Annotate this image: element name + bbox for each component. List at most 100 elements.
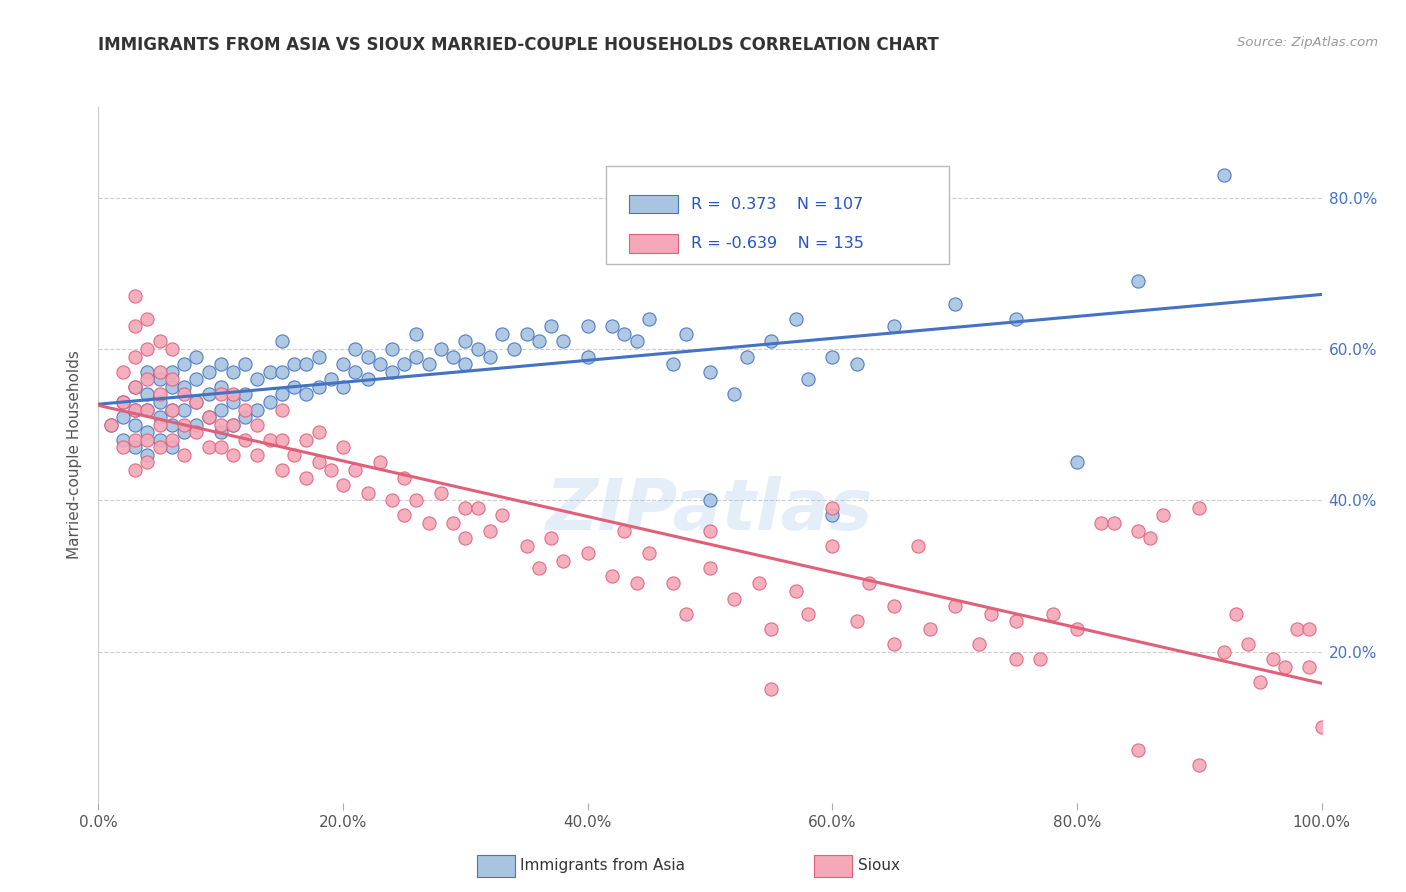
Point: [491, 508, 513, 523]
Point: [1188, 758, 1211, 772]
Point: [149, 433, 172, 447]
Point: [222, 417, 245, 432]
Point: [233, 357, 256, 371]
Point: [222, 448, 245, 462]
Point: [441, 350, 464, 364]
Point: [160, 372, 183, 386]
Point: [136, 433, 159, 447]
Point: [503, 342, 526, 356]
Point: [111, 433, 134, 447]
Point: [136, 342, 159, 356]
Point: [124, 380, 146, 394]
Point: [821, 508, 844, 523]
Point: [638, 546, 661, 560]
Point: [295, 387, 318, 401]
Point: [699, 524, 721, 538]
FancyBboxPatch shape: [630, 194, 678, 213]
Point: [515, 539, 537, 553]
Point: [149, 441, 172, 455]
Point: [1286, 622, 1309, 636]
Point: [723, 387, 745, 401]
Point: [980, 607, 1002, 621]
Point: [1004, 652, 1026, 666]
Point: [173, 448, 195, 462]
Text: Immigrants from Asia: Immigrants from Asia: [520, 858, 685, 872]
Point: [246, 448, 269, 462]
Point: [1212, 168, 1234, 182]
Point: [368, 455, 391, 469]
Point: [209, 357, 232, 371]
Point: [344, 463, 367, 477]
Point: [1004, 311, 1026, 326]
Point: [197, 410, 219, 425]
Point: [197, 410, 219, 425]
Point: [1225, 607, 1247, 621]
Point: [392, 508, 416, 523]
Point: [441, 516, 464, 530]
Point: [418, 357, 440, 371]
Point: [723, 591, 745, 606]
Point: [845, 357, 868, 371]
Point: [1188, 500, 1211, 515]
Point: [1261, 652, 1284, 666]
Point: [160, 441, 183, 455]
FancyBboxPatch shape: [606, 166, 949, 263]
Point: [626, 576, 648, 591]
Point: [111, 441, 134, 455]
Point: [821, 539, 844, 553]
Point: [356, 372, 378, 386]
Point: [149, 387, 172, 401]
Point: [173, 380, 195, 394]
Point: [748, 576, 770, 591]
Point: [405, 326, 427, 341]
Point: [160, 365, 183, 379]
Point: [883, 599, 905, 614]
Point: [308, 425, 330, 440]
Point: [576, 350, 599, 364]
Point: [136, 425, 159, 440]
Point: [821, 500, 844, 515]
Point: [454, 334, 477, 349]
Point: [1128, 743, 1150, 757]
Point: [259, 395, 281, 409]
Point: [527, 334, 550, 349]
Point: [1310, 720, 1333, 734]
Point: [222, 365, 245, 379]
Point: [1298, 659, 1320, 673]
Point: [149, 395, 172, 409]
Point: [1128, 274, 1150, 288]
Point: [173, 417, 195, 432]
FancyBboxPatch shape: [630, 235, 678, 253]
Point: [136, 402, 159, 417]
Text: ZIPatlas: ZIPatlas: [547, 476, 873, 545]
Point: [160, 402, 183, 417]
Point: [173, 387, 195, 401]
Point: [576, 319, 599, 334]
Point: [675, 607, 697, 621]
Point: [186, 425, 208, 440]
Point: [136, 402, 159, 417]
Point: [405, 493, 427, 508]
Text: IMMIGRANTS FROM ASIA VS SIOUX MARRIED-COUPLE HOUSEHOLDS CORRELATION CHART: IMMIGRANTS FROM ASIA VS SIOUX MARRIED-CO…: [98, 36, 939, 54]
Point: [920, 622, 942, 636]
Point: [368, 357, 391, 371]
Point: [540, 531, 562, 545]
Point: [613, 524, 636, 538]
Point: [332, 441, 354, 455]
Point: [222, 387, 245, 401]
Point: [883, 637, 905, 651]
Point: [883, 319, 905, 334]
Point: [553, 554, 575, 568]
Point: [344, 342, 367, 356]
Point: [1004, 615, 1026, 629]
Point: [124, 350, 146, 364]
Point: [173, 425, 195, 440]
Point: [356, 350, 378, 364]
Text: Sioux: Sioux: [858, 858, 900, 872]
Point: [308, 350, 330, 364]
Point: [124, 463, 146, 477]
Point: [173, 357, 195, 371]
Point: [1249, 674, 1271, 689]
Point: [478, 524, 501, 538]
Point: [283, 380, 305, 394]
